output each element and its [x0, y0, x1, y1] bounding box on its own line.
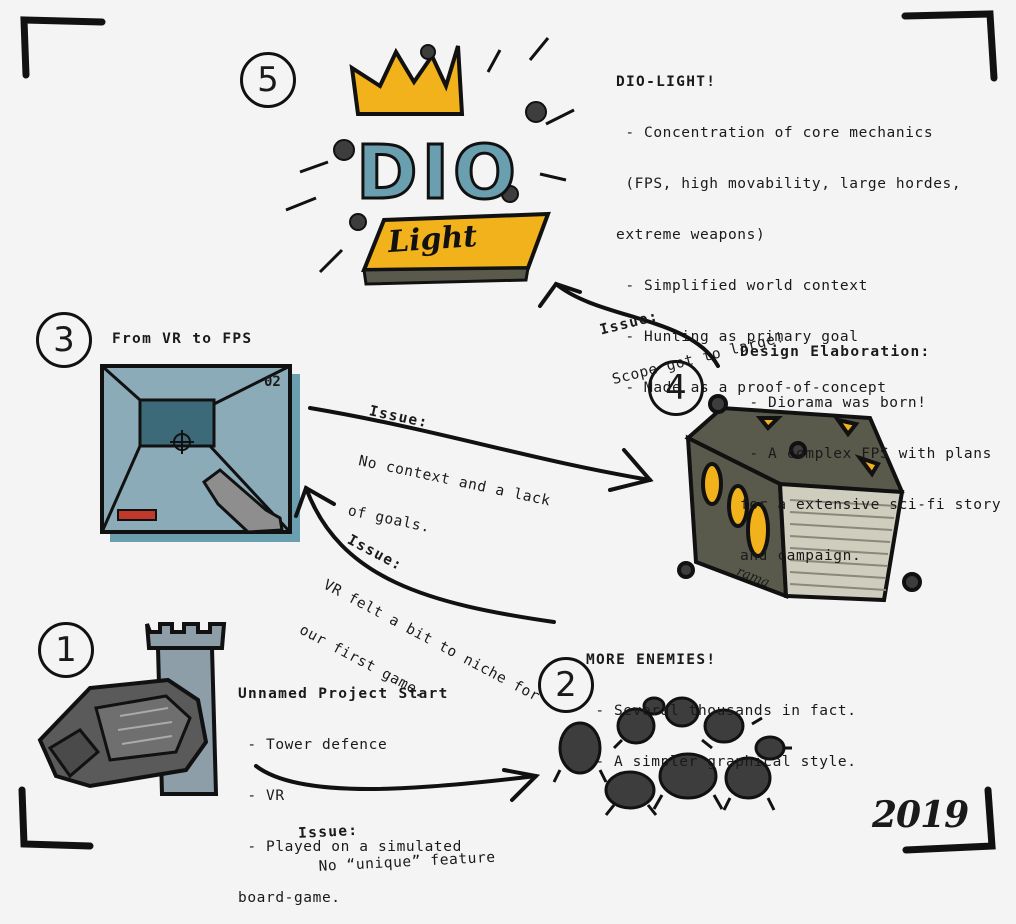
step1-line: - Played on a simulated: [238, 839, 462, 855]
crown-icon: [349, 45, 465, 116]
dio-light-logo: [285, 37, 575, 286]
logo-sub-text: Light: [386, 218, 479, 261]
issue-text: VR felt a bit to niche for: [320, 577, 543, 706]
arrow-step3-to-step4: [308, 406, 652, 482]
step4-line: and campaign.: [740, 548, 862, 564]
step-number-4: 4: [648, 360, 704, 416]
step2-line: - A simpler graphical style.: [586, 754, 857, 770]
arrow-step2-to-step3: [304, 486, 556, 624]
health-bar: [117, 509, 157, 521]
illustration-canvas: [18, 10, 998, 854]
step5-line: - Concentration of core mechanics: [616, 125, 934, 141]
step4-line: - Diorama was born!: [740, 395, 927, 411]
diorama-box-drawing: [677, 394, 922, 603]
arrow-step1-to-step2: [254, 764, 538, 791]
step5-line: - Hunting as primary goal: [616, 329, 859, 345]
step4-line: for a extensive sci-fi story: [740, 497, 1002, 513]
step2-description: MORE ENEMIES! - Several thousands in fac…: [586, 618, 857, 788]
step5-line: extreme weapons): [616, 227, 766, 243]
step5-title: DIO-LIGHT!: [616, 74, 717, 90]
issue-text: No “unique” feature: [318, 849, 497, 875]
step1-line: - Tower defence: [238, 737, 388, 753]
step5-line: (FPS, high movability, large hordes,: [616, 176, 962, 192]
step4-title: Design Elaboration:: [740, 344, 931, 360]
year-signature: 2019: [872, 794, 969, 836]
arrows: [254, 281, 720, 802]
step1-line: - VR: [238, 788, 285, 804]
issue-step1-to-step2: Issue: No “unique” feature: [296, 782, 496, 877]
vr-headset-drawing: [37, 677, 209, 789]
step5-description: DIO-LIGHT! - Concentration of core mecha…: [616, 40, 961, 414]
frame-corner-bottom-right: [902, 786, 996, 854]
step2-line: - Several thousands in fact.: [586, 703, 857, 719]
step3-title: From VR to FPS: [112, 331, 253, 347]
issue-label: Issue:: [297, 822, 359, 842]
arrow-step4-to-step5: [554, 282, 720, 368]
gun-drawing: [201, 468, 284, 534]
step2-title: MORE ENEMIES!: [586, 652, 717, 668]
frame-corners: [18, 10, 998, 854]
fps-screen-drawing: [100, 364, 300, 542]
step-number-2: 2: [538, 657, 594, 713]
step4-description: Design Elaboration: - Diorama was born! …: [740, 310, 1001, 582]
step4-line: - A complex FPS with plans: [740, 446, 992, 462]
issue-label: Issue:: [598, 308, 661, 339]
step5-line: - Made as a proof-of-concept: [616, 380, 887, 396]
logo-main-text: DIO: [355, 129, 520, 218]
step5-line: - Simplified world context: [616, 278, 868, 294]
frame-corner-top-left: [20, 16, 106, 79]
hud-ammo-counter: 02: [264, 374, 281, 390]
issue-label: Issue:: [367, 403, 430, 432]
step-number-1: 1: [38, 622, 94, 678]
step-number-3: 3: [36, 312, 92, 368]
step1-title: Unnamed Project Start: [238, 686, 449, 702]
frame-corner-top-right: [901, 10, 998, 82]
enemy-swarm-drawing: [552, 696, 792, 816]
step1-line: board-game.: [238, 890, 341, 906]
issue-text: No context and a lack: [357, 453, 552, 510]
frame-corner-bottom-left: [18, 786, 94, 850]
step-number-5: 5: [240, 52, 296, 108]
